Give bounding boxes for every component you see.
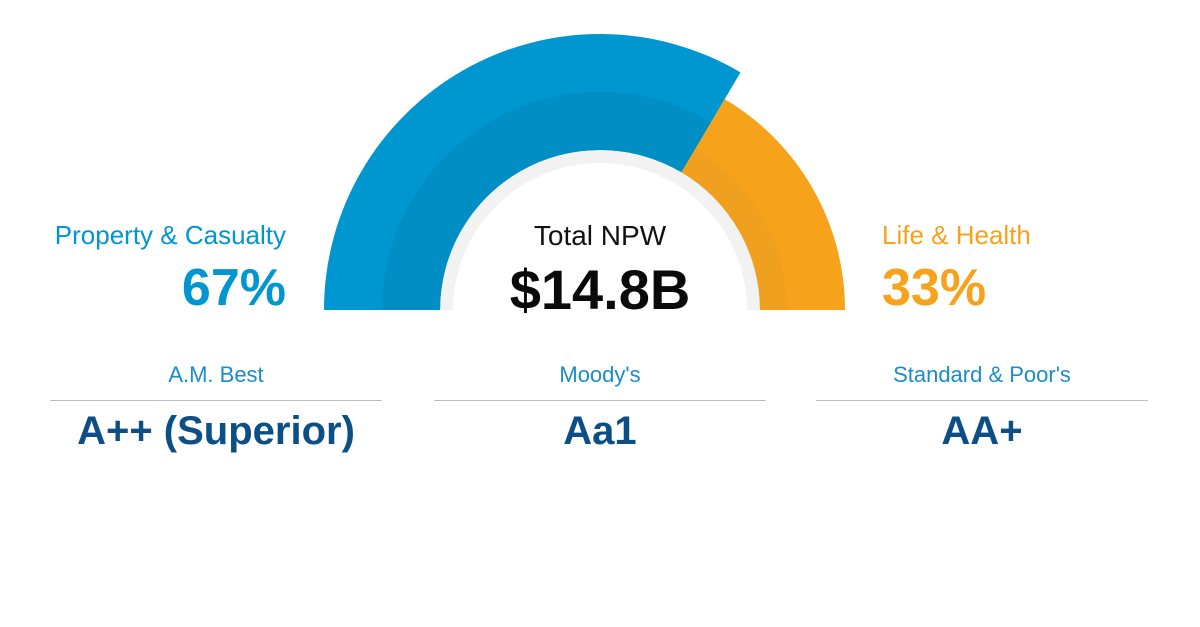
rating-block-standard-poors: Standard & Poor's AA+ — [816, 362, 1148, 454]
slice-percent-property-casualty: 67% — [181, 259, 286, 317]
rating-block-am-best: A.M. Best A++ (Superior) — [50, 362, 382, 454]
rating-agency-label: Standard & Poor's — [816, 362, 1148, 401]
slice-inner-shade-life-health — [681, 149, 787, 310]
rating-value: A++ (Superior) — [77, 409, 355, 453]
rating-value: AA+ — [941, 409, 1023, 453]
slice-name-life-health: Life & Health — [882, 220, 1031, 250]
rating-value: Aa1 — [563, 409, 637, 453]
center-value: $14.8B — [509, 258, 691, 321]
rating-agency-label: Moody's — [434, 362, 766, 401]
slice-inner-shade-property-casualty — [382, 92, 711, 310]
rating-block-moodys: Moody's Aa1 — [434, 362, 766, 454]
rating-agency-label: A.M. Best — [50, 362, 382, 401]
center-label: Total NPW — [533, 220, 667, 251]
slice-percent-life-health: 33% — [882, 259, 987, 317]
slice-life-health — [681, 99, 845, 311]
slice-name-property-casualty: Property & Casualty — [54, 220, 286, 250]
gauge-track — [427, 137, 773, 310]
